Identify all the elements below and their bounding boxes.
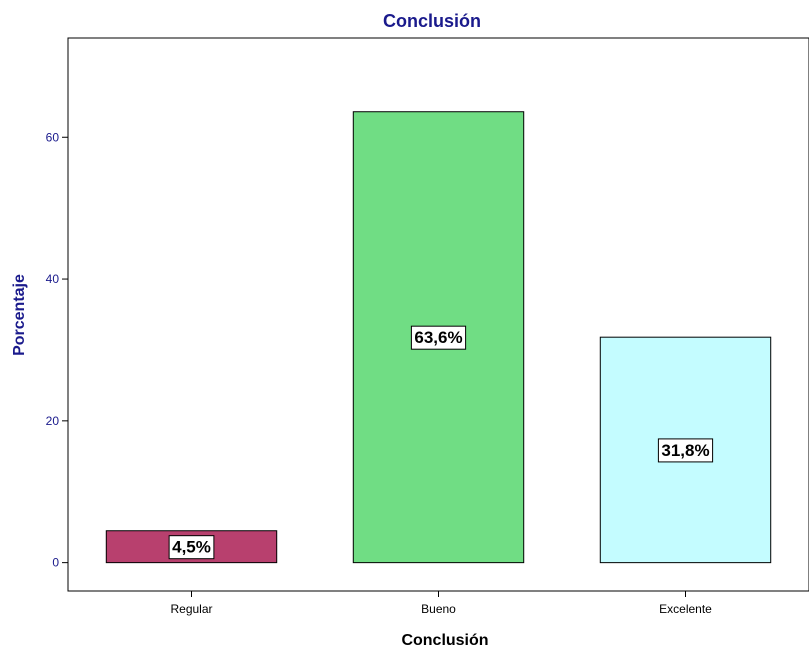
data-label-box	[410, 325, 467, 350]
x-tick-label: Bueno	[421, 602, 456, 616]
y-tick-label: 40	[46, 272, 60, 286]
chart-title: Conclusión	[383, 11, 481, 31]
y-tick-label: 60	[46, 130, 60, 144]
data-label-box	[657, 438, 714, 463]
data-label: 31,8%	[661, 441, 709, 460]
y-axis-label: Porcentaje	[11, 274, 28, 356]
x-axis: Regular Bueno Excelente	[170, 591, 712, 616]
x-tick-label: Regular	[170, 602, 212, 616]
data-label: 63,6%	[414, 328, 462, 347]
y-tick-label: 20	[46, 414, 60, 428]
y-axis: 0 20 40 60	[46, 130, 68, 570]
x-axis-label: Conclusión	[401, 632, 488, 649]
y-tick-label: 0	[52, 556, 59, 570]
data-label-box	[168, 535, 215, 560]
data-label: 4,5%	[172, 538, 211, 557]
bars-group: 4,5% 63,6% 31,8%	[105, 111, 772, 564]
x-tick-label: Excelente	[659, 602, 712, 616]
